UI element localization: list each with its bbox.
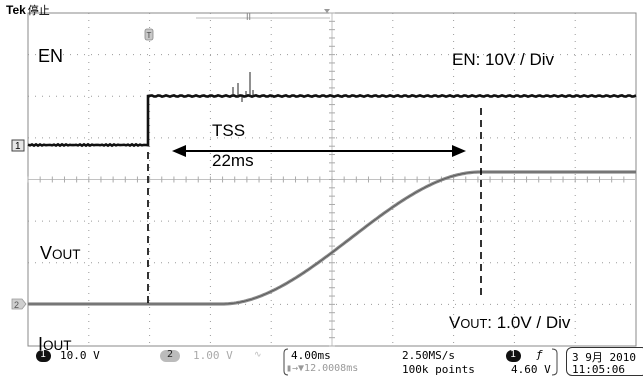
trigger-source-badge[interactable]: 1 — [506, 349, 521, 362]
sample-rate: 2.50MS/s — [402, 349, 455, 362]
brand-status-label: Tek 停止 — [6, 2, 50, 18]
ch1-badge[interactable]: 1 — [36, 349, 51, 362]
trigger-slope-icon[interactable]: ƒ — [536, 348, 543, 361]
horizontal-position-value[interactable]: ▮→▼12.0008ms — [286, 363, 359, 374]
ch2-ground-marker[interactable]: 2 — [11, 298, 27, 310]
ch2-scale[interactable]: 1.00 V — [193, 349, 233, 362]
trigger-position-marker[interactable]: T — [144, 28, 154, 41]
graticule-center-ticks — [27, 12, 625, 347]
timebase-value[interactable]: 4.00ms — [291, 349, 331, 362]
ch1-scale[interactable]: 10.0 V — [60, 349, 100, 362]
vout-scale-label: VOUT: 1.0V / Div — [449, 313, 571, 332]
trigger-level[interactable]: 4.60 V — [511, 363, 551, 376]
tss-label: TSS — [212, 121, 246, 140]
en-noise-spikes — [232, 72, 254, 102]
run-status-label: 停止 — [27, 5, 50, 17]
ch1-ground-marker[interactable]: 1 — [11, 139, 25, 152]
vout-waveform-edge — [28, 171, 636, 305]
tss-value: 22ms — [212, 151, 254, 170]
timebase-box[interactable] — [285, 347, 393, 376]
time-display: 11:05:06 — [572, 363, 625, 376]
position-bar-marker: II — [246, 12, 251, 22]
date-display: 3 9月 2010 — [572, 351, 636, 364]
brand-label: Tek — [6, 3, 26, 17]
vout-label: VOUT — [40, 243, 81, 263]
datetime-box — [566, 347, 643, 376]
horizontal-position-marker[interactable] — [324, 9, 330, 13]
svg-text:2: 2 — [14, 300, 19, 310]
en-scale-label: EN: 10V / Div — [452, 50, 555, 69]
record-length: 100k points — [402, 363, 475, 376]
svg-text:T: T — [147, 31, 152, 40]
bandwidth-icon: ∿ — [254, 350, 262, 360]
en-label: EN — [38, 46, 64, 66]
en-waveform — [27, 94, 637, 148]
iout-label: IOUT — [38, 334, 72, 354]
ch2-badge[interactable]: 2 — [160, 349, 180, 362]
svg-text:1: 1 — [15, 141, 21, 152]
tss-arrow — [172, 145, 466, 157]
